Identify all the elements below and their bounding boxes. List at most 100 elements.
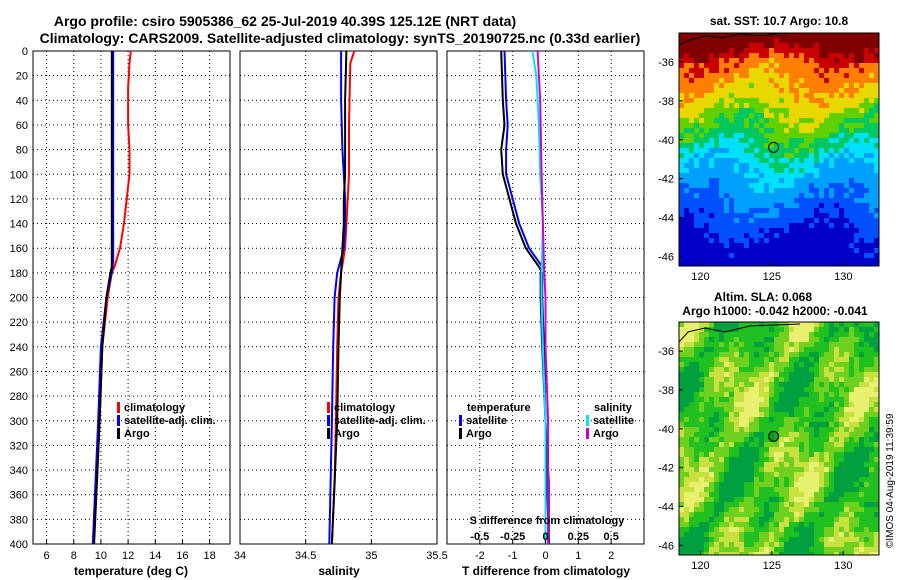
heatmap-cell — [749, 258, 754, 263]
heatmap-cell — [804, 457, 809, 462]
heatmap-cell — [734, 33, 739, 38]
heatmap-cell — [864, 472, 869, 477]
heatmap-cell — [699, 517, 704, 522]
heatmap-cell — [854, 537, 859, 542]
heatmap-cell — [749, 417, 754, 422]
heatmap-cell — [819, 467, 824, 472]
heatmap-cell — [824, 153, 829, 158]
heatmap-cell — [864, 447, 869, 452]
s-diff-tick-label: -0.5 — [470, 531, 489, 543]
heatmap-cell — [849, 542, 854, 547]
heatmap-cell — [679, 542, 684, 547]
heatmap-cell — [799, 88, 804, 93]
heatmap-cell — [739, 193, 744, 198]
heatmap-cell — [724, 552, 729, 555]
heatmap-cell — [749, 203, 754, 208]
heatmap-cell — [794, 248, 799, 253]
heatmap-cell — [819, 447, 824, 452]
heatmap-cell — [694, 103, 699, 108]
heatmap-cell — [764, 143, 769, 148]
heatmap-cell — [829, 537, 834, 542]
heatmap-cell — [729, 158, 734, 163]
heatmap-cell — [824, 352, 829, 357]
heatmap-cell — [834, 43, 839, 48]
heatmap-cell — [869, 337, 874, 342]
heatmap-cell — [749, 502, 754, 507]
heatmap-cell — [679, 532, 684, 537]
heatmap-cell — [834, 507, 839, 512]
heatmap-cell — [794, 462, 799, 467]
heatmap-cell — [774, 552, 779, 555]
heatmap-cell — [724, 68, 729, 73]
heatmap-cell — [789, 138, 794, 143]
legend-label-climatology: climatology — [334, 402, 396, 414]
sla-map-ticks: 120 125 130-36-38-40-42-44-46 — [658, 346, 852, 572]
heatmap-cell — [814, 467, 819, 472]
heatmap-cell — [809, 347, 814, 352]
x-tick-label: 10 — [95, 550, 107, 562]
heatmap-cell — [784, 178, 789, 183]
heatmap-cell — [864, 532, 869, 537]
heatmap-cell — [769, 143, 774, 148]
heatmap-cell — [714, 118, 719, 123]
heatmap-cell — [704, 472, 709, 477]
heatmap-cell — [769, 133, 774, 138]
heatmap-cell — [834, 517, 839, 522]
heatmap-cell — [849, 68, 854, 73]
heatmap-cell — [799, 103, 804, 108]
heatmap-cell — [679, 143, 684, 148]
heatmap-cell — [704, 78, 709, 83]
heatmap-cell — [679, 397, 684, 402]
heatmap-cell — [829, 377, 834, 382]
heatmap-cell — [814, 153, 819, 158]
heatmap-cell — [769, 98, 774, 103]
heatmap-cell — [689, 457, 694, 462]
heatmap-cell — [754, 113, 759, 118]
heatmap-cell — [734, 517, 739, 522]
heatmap-cell — [859, 48, 864, 53]
heatmap-cell — [834, 33, 839, 38]
heatmap-cell — [804, 253, 809, 258]
heatmap-cell — [719, 263, 724, 266]
heatmap-cell — [854, 68, 859, 73]
heatmap-cell — [804, 422, 809, 427]
heatmap-cell — [864, 238, 869, 243]
heatmap-cell — [789, 407, 794, 412]
heatmap-cell — [699, 432, 704, 437]
heatmap-cell — [839, 392, 844, 397]
heatmap-cell — [789, 457, 794, 462]
heatmap-cell — [769, 88, 774, 93]
heatmap-cell — [814, 517, 819, 522]
heatmap-cell — [709, 243, 714, 248]
heatmap-cell — [834, 128, 839, 133]
heatmap-cell — [719, 522, 724, 527]
heatmap-cell — [839, 48, 844, 53]
heatmap-cell — [764, 522, 769, 527]
heatmap-cell — [704, 517, 709, 522]
heatmap-cell — [829, 58, 834, 63]
heatmap-cell — [819, 337, 824, 342]
heatmap-cell — [819, 233, 824, 238]
heatmap-cell — [794, 367, 799, 372]
heatmap-cell — [834, 432, 839, 437]
heatmap-cell — [794, 118, 799, 123]
heatmap-cell — [684, 467, 689, 472]
heatmap-cell — [739, 402, 744, 407]
heatmap-cell — [759, 143, 764, 148]
heatmap-cell — [754, 457, 759, 462]
heatmap-cell — [784, 128, 789, 133]
heatmap-cell — [859, 243, 864, 248]
heatmap-cell — [729, 517, 734, 522]
heatmap-cell — [689, 198, 694, 203]
heatmap-cell — [869, 457, 874, 462]
heatmap-cell — [689, 467, 694, 472]
heatmap-cell — [854, 88, 859, 93]
heatmap-cell — [844, 392, 849, 397]
heatmap-cell — [854, 512, 859, 517]
heatmap-cell — [744, 193, 749, 198]
heatmap-cell — [779, 173, 784, 178]
heatmap-cell — [774, 48, 779, 53]
heatmap-cell — [874, 233, 879, 238]
heatmap-cell — [714, 48, 719, 53]
heatmap-cell — [864, 397, 869, 402]
